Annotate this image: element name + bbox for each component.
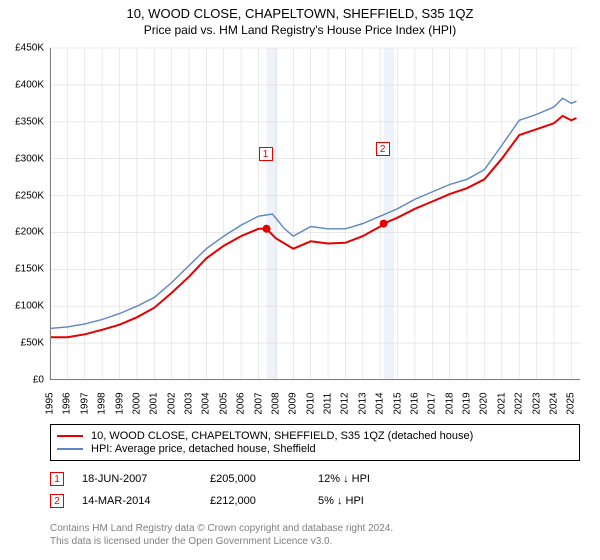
x-tick-label: 2011	[323, 393, 334, 415]
chart-marker-icon: 2	[376, 142, 390, 156]
legend: 10, WOOD CLOSE, CHAPELTOWN, SHEFFIELD, S…	[50, 424, 580, 461]
table-row: 1 18-JUN-2007 £205,000 12% ↓ HPI	[50, 468, 580, 490]
x-tick-label: 1998	[97, 392, 108, 414]
x-tick-label: 2017	[427, 392, 438, 414]
x-tick-label: 2013	[357, 392, 368, 414]
x-tick-label: 1999	[114, 392, 125, 414]
x-tick-label: 2007	[253, 392, 264, 414]
chart-marker-icon: 1	[259, 147, 273, 161]
footer: Contains HM Land Registry data © Crown c…	[50, 522, 580, 548]
sale-price: £212,000	[210, 495, 300, 507]
plot-border	[50, 48, 580, 380]
x-tick-label: 2009	[288, 392, 299, 414]
y-tick-label: £200K	[15, 227, 44, 238]
legend-swatch	[57, 448, 83, 450]
x-tick-label: 2001	[149, 392, 160, 414]
sale-delta: 5% ↓ HPI	[318, 495, 364, 507]
sale-delta: 12% ↓ HPI	[318, 473, 370, 485]
sales-table: 1 18-JUN-2007 £205,000 12% ↓ HPI 2 14-MA…	[50, 468, 580, 512]
x-tick-label: 1996	[62, 392, 73, 414]
x-tick-label: 2000	[131, 392, 142, 414]
sale-marker-icon: 1	[50, 472, 64, 486]
sale-marker-icon: 2	[50, 494, 64, 508]
x-tick-label: 2023	[531, 392, 542, 414]
legend-swatch	[57, 435, 83, 437]
x-tick-label: 2008	[270, 392, 281, 414]
legend-label: HPI: Average price, detached house, Shef…	[91, 443, 316, 455]
x-tick-label: 2004	[201, 392, 212, 414]
y-tick-label: £350K	[15, 116, 44, 127]
x-tick-label: 1995	[45, 392, 56, 414]
x-tick-label: 2003	[184, 392, 195, 414]
titles: 10, WOOD CLOSE, CHAPELTOWN, SHEFFIELD, S…	[0, 0, 600, 37]
y-tick-label: £100K	[15, 301, 44, 312]
title-address: 10, WOOD CLOSE, CHAPELTOWN, SHEFFIELD, S…	[0, 6, 600, 21]
legend-row: HPI: Average price, detached house, Shef…	[57, 443, 573, 455]
x-tick-label: 2014	[375, 392, 386, 414]
y-tick-label: £0	[33, 375, 44, 386]
y-tick-label: £300K	[15, 153, 44, 164]
legend-label: 10, WOOD CLOSE, CHAPELTOWN, SHEFFIELD, S…	[91, 430, 473, 442]
sale-price: £205,000	[210, 473, 300, 485]
x-tick-label: 2025	[566, 392, 577, 414]
footer-line: Contains HM Land Registry data © Crown c…	[50, 522, 580, 535]
x-tick-label: 2012	[340, 392, 351, 414]
table-row: 2 14-MAR-2014 £212,000 5% ↓ HPI	[50, 490, 580, 512]
y-tick-label: £450K	[15, 43, 44, 54]
x-tick-label: 2015	[392, 392, 403, 414]
chart-container: 10, WOOD CLOSE, CHAPELTOWN, SHEFFIELD, S…	[0, 0, 600, 560]
x-tick-label: 2024	[548, 392, 559, 414]
sale-date: 18-JUN-2007	[82, 473, 192, 485]
sale-date: 14-MAR-2014	[82, 495, 192, 507]
title-subtitle: Price paid vs. HM Land Registry's House …	[0, 23, 600, 37]
x-tick-label: 2002	[166, 392, 177, 414]
x-tick-label: 2021	[496, 392, 507, 414]
y-tick-label: £400K	[15, 79, 44, 90]
legend-row: 10, WOOD CLOSE, CHAPELTOWN, SHEFFIELD, S…	[57, 430, 573, 442]
x-tick-label: 2016	[409, 392, 420, 414]
x-tick-label: 2005	[218, 392, 229, 414]
x-tick-label: 2020	[479, 392, 490, 414]
x-tick-label: 1997	[79, 392, 90, 414]
x-tick-label: 2022	[514, 392, 525, 414]
x-tick-label: 2018	[444, 392, 455, 414]
y-tick-label: £50K	[21, 338, 44, 349]
footer-line: This data is licensed under the Open Gov…	[50, 535, 580, 548]
chart-area: £0£50K£100K£150K£200K£250K£300K£350K£400…	[50, 48, 580, 380]
y-tick-label: £250K	[15, 190, 44, 201]
x-tick-label: 2010	[305, 392, 316, 414]
x-tick-label: 2006	[236, 392, 247, 414]
y-tick-label: £150K	[15, 264, 44, 275]
x-tick-label: 2019	[462, 392, 473, 414]
